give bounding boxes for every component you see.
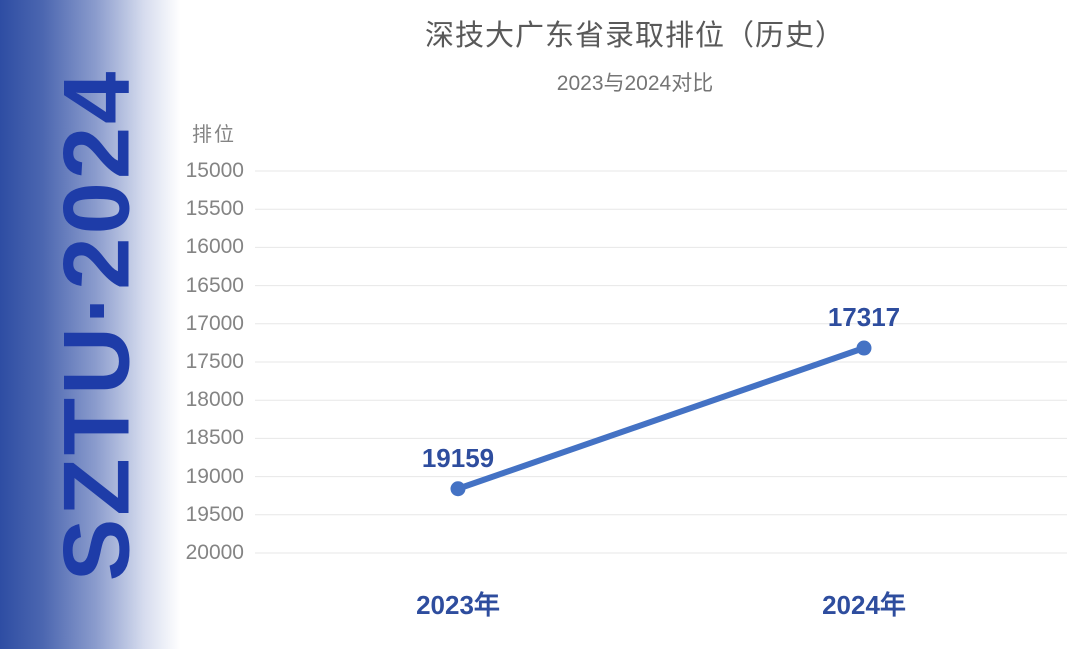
sidebar-banner: SZTU·2024 [0,0,192,649]
chart-subtitle: 2023与2024对比 [556,72,714,95]
y-axis-title: 排位 [192,124,236,146]
data-point-marker [856,340,872,356]
series-line [455,345,867,492]
chart-title: 深技大广东省录取排位（历史） [424,20,845,52]
data-point-marker [450,481,466,497]
